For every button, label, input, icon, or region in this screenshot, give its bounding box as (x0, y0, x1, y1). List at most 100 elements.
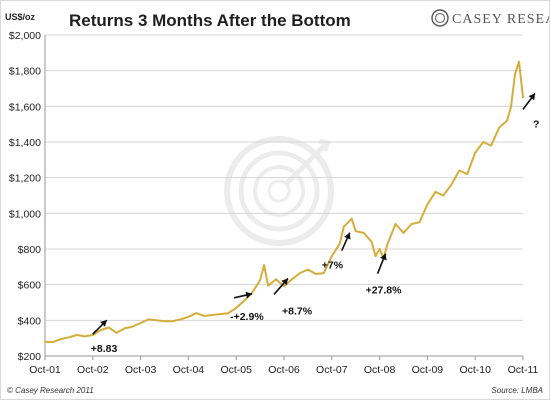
data-point (307, 268, 309, 271)
y-tick-label: $1,000 (9, 208, 41, 220)
series-line (44, 60, 524, 344)
data-point (474, 151, 477, 154)
data-point (68, 336, 70, 339)
data-point (434, 191, 437, 193)
data-point (386, 242, 389, 245)
data-point (510, 105, 512, 108)
data-point (99, 329, 102, 332)
x-tick-label: Oct-07 (316, 364, 348, 376)
y-tick-label: $200 (18, 351, 42, 363)
annotation: +7% (322, 232, 351, 272)
data-point (52, 341, 54, 343)
unit-label: US$/oz (5, 12, 36, 22)
data-point (275, 278, 277, 281)
data-point (450, 183, 453, 186)
data-point (518, 60, 520, 63)
x-tick-label: Oct-11 (508, 364, 539, 376)
data-point (123, 327, 126, 330)
data-point (283, 285, 285, 288)
source-note: Source: LMBA (491, 386, 543, 395)
data-point (115, 331, 118, 334)
y-tick-label: $1,600 (9, 101, 41, 113)
y-tick-label: $800 (18, 244, 42, 256)
data-point (350, 217, 353, 220)
data-point (147, 318, 150, 321)
data-point (211, 314, 214, 316)
data-point (179, 318, 182, 321)
x-tick-label: Oct-10 (459, 364, 491, 376)
data-point (402, 232, 405, 234)
data-point (314, 273, 317, 275)
annotation: +27.8% (366, 253, 402, 297)
data-point (482, 141, 485, 143)
data-point (338, 242, 341, 245)
data-point (163, 320, 166, 323)
annotation-label: +7% (322, 260, 344, 272)
data-point (219, 313, 222, 315)
x-tick-label: Oct-06 (268, 364, 300, 376)
data-point (458, 169, 461, 172)
data-point (227, 312, 230, 315)
data-point (75, 334, 78, 336)
casey-research-logo: CASEY RESEARCH (431, 9, 549, 27)
data-point (378, 248, 381, 250)
x-tick-label: Oct-09 (412, 364, 444, 376)
data-point (490, 144, 493, 147)
data-point (44, 340, 46, 343)
x-tick-label: Oct-04 (173, 364, 205, 376)
annotation: ? (522, 92, 539, 130)
data-point (362, 232, 365, 234)
annotation: +8.83 (91, 319, 118, 355)
data-point (259, 279, 261, 282)
data-point (418, 221, 421, 224)
x-axis-labels: Oct-01 Oct-02 Oct-03 Oct-04 Oct-05 Oct-06 Oct-… (29, 356, 539, 376)
annotation-label: +8.7% (282, 305, 313, 317)
data-point (374, 255, 377, 258)
y-tick-label: $1,200 (9, 173, 41, 185)
logo-inner-icon (434, 12, 446, 24)
y-tick-label: $1,800 (9, 66, 41, 78)
data-point (330, 255, 333, 258)
x-tick-label: Oct-08 (364, 364, 396, 376)
data-point (60, 338, 62, 340)
data-point (342, 225, 345, 228)
annotation-label: +8.83 (91, 343, 118, 355)
data-point (394, 223, 397, 225)
arrow-head-icon (245, 291, 253, 299)
data-point (522, 96, 524, 99)
data-point (235, 306, 238, 309)
data-point (195, 312, 198, 315)
annotation-group: +8.83 -+2.9% +8.7% +7% +27.8%? (91, 92, 539, 355)
annotation: +8.7% (273, 277, 313, 317)
data-point (155, 319, 158, 322)
data-point (267, 284, 269, 287)
data-point (171, 320, 174, 323)
grid-lines (44, 34, 523, 357)
data-point (410, 223, 413, 225)
data-point (354, 230, 357, 233)
data-point (187, 315, 190, 318)
logo-mark-icon (431, 9, 449, 27)
data-point (299, 272, 301, 274)
data-point (291, 278, 293, 281)
brand-name: CASEY RESEARCH (452, 12, 549, 27)
data-point (322, 272, 325, 274)
data-point (83, 335, 86, 338)
arrow-head-icon (281, 278, 288, 286)
watermark-logo (224, 136, 334, 246)
y-tick-label: $2,000 (9, 30, 41, 42)
x-tick-label: Oct-05 (220, 364, 252, 376)
data-point (498, 126, 500, 129)
annotation-label: -+2.9% (230, 311, 264, 323)
x-tick-label: Oct-03 (125, 364, 157, 376)
data-point (139, 322, 142, 324)
arrow-head-icon (528, 93, 535, 101)
annotation: -+2.9% (230, 291, 264, 323)
data-point (107, 326, 110, 329)
copyright-note: © Casey Research 2011 (7, 386, 94, 395)
data-point (243, 299, 246, 302)
x-tick-label: Oct-01 (29, 364, 61, 376)
y-axis-labels: $200 $400 $600 $800 $1,000 $1,200 $1,400 $1,600… (9, 30, 41, 363)
